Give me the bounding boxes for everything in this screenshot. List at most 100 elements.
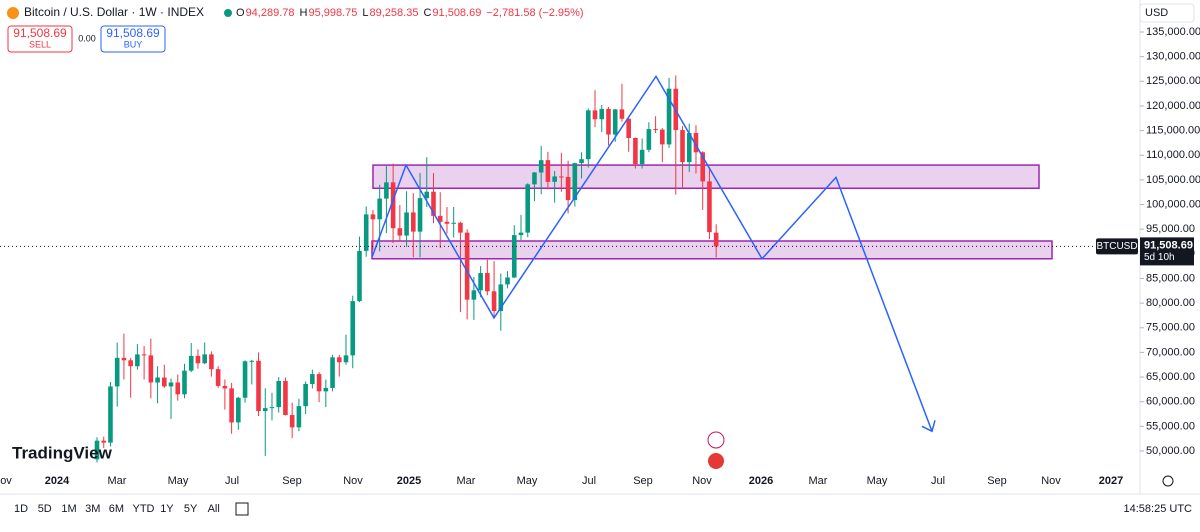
candle-body [458, 222, 463, 233]
candle-body [545, 160, 551, 182]
ohlc-value: 91,508.69 [432, 7, 481, 19]
candle-body [343, 355, 349, 363]
candle-body [155, 377, 160, 383]
sell-price: 91,508.69 [13, 26, 67, 40]
ohlc-value: 95,998.75 [308, 7, 357, 19]
candle-body [485, 273, 490, 292]
currency: USD [1145, 7, 1168, 19]
y-tick-label: 130,000.00 [1146, 51, 1200, 63]
candle-body [94, 440, 100, 460]
zigzag-drawing [371, 74, 933, 432]
candle-body [296, 406, 302, 428]
candle-body [175, 382, 181, 395]
x-tick-label: Mar [809, 475, 828, 487]
candle-body [532, 172, 537, 185]
price-tag-text: 91,508.69 [1144, 239, 1193, 251]
price-zone [371, 240, 1053, 260]
candle-body [316, 374, 322, 392]
ohlc-label: O [236, 7, 245, 19]
y-tick-label: 60,000.00 [1146, 396, 1195, 408]
x-tick-label: Jul [225, 475, 239, 487]
candle-body [390, 182, 396, 229]
range-button[interactable]: 3M [85, 503, 100, 515]
candle-body [202, 354, 207, 364]
range-button[interactable]: 1D [14, 503, 28, 515]
range-button[interactable]: All [208, 503, 220, 515]
range-button[interactable]: 1M [61, 503, 76, 515]
x-tick-label: Jul [582, 475, 596, 487]
y-tick-label: 70,000.00 [1146, 346, 1195, 358]
candle-body [242, 361, 248, 398]
candle-body [276, 381, 282, 408]
ohlc-value: 94,289.78 [246, 7, 295, 19]
change: −2,781.58 (−2.95%) [486, 7, 583, 19]
range-button[interactable]: 5Y [184, 503, 198, 515]
candle-body [693, 133, 699, 153]
candle-body [626, 118, 631, 138]
sell-button[interactable] [7, 25, 73, 53]
candle-body [653, 129, 658, 131]
candle-body [417, 198, 423, 232]
chart-title: Bitcoin / U.S. Dollar · 1W · INDEX [24, 5, 204, 19]
buy-price: 91,508.69 [106, 26, 160, 40]
candle-body [350, 301, 356, 356]
range-button[interactable]: 1Y [160, 503, 174, 515]
candle-body [431, 191, 436, 216]
x-tick-label: 2025 [397, 475, 421, 487]
candle-body [639, 149, 645, 165]
x-tick-label: Sep [633, 475, 653, 487]
y-tick-label: 65,000.00 [1146, 371, 1195, 383]
candle-body [619, 109, 625, 119]
candle-body [384, 182, 389, 199]
ohlc-label: L [362, 7, 368, 19]
sell-label: SELL [29, 39, 51, 49]
candle-body [121, 357, 127, 361]
y-tick-label: 55,000.00 [1146, 420, 1195, 432]
range-button[interactable]: YTD [133, 503, 155, 515]
y-tick-label: 105,000.00 [1146, 174, 1200, 186]
y-tick-label: 85,000.00 [1146, 272, 1195, 284]
y-tick-label: 110,000.00 [1146, 149, 1200, 161]
buy-label: BUY [124, 39, 143, 49]
y-tick-label: 100,000.00 [1146, 198, 1200, 210]
candle-body [269, 407, 275, 409]
candle-body [424, 191, 430, 199]
btc-icon [7, 7, 19, 19]
x-tick-label: Nov [343, 475, 363, 487]
candle-body [511, 235, 517, 278]
buy-button[interactable] [100, 25, 166, 53]
candle-body [559, 176, 564, 178]
y-tick-label: 50,000.00 [1146, 445, 1195, 457]
x-tick-label: May [168, 475, 189, 487]
countdown-text: 5d 10h [1144, 252, 1175, 263]
candle-body [478, 273, 483, 291]
candle-body [114, 357, 120, 387]
symbol-tag [1096, 238, 1138, 255]
event-icon [708, 453, 724, 469]
ohlc-value: 89,258.35 [370, 7, 419, 19]
x-tick-label: 2024 [45, 475, 70, 487]
y-tick-label: 75,000.00 [1146, 322, 1195, 334]
candle-body [323, 387, 329, 392]
settings-icon[interactable] [1162, 475, 1174, 487]
ohlc-label: C [423, 7, 431, 19]
candle-body [283, 381, 288, 416]
x-tick-label: Jul [931, 475, 945, 487]
currency-button[interactable] [1139, 3, 1195, 23]
range-button[interactable]: 6M [109, 503, 124, 515]
spread: 0.00 [78, 33, 96, 43]
candle-body [108, 386, 113, 443]
candle-body [256, 360, 261, 412]
range-button[interactable]: 5D [38, 503, 52, 515]
candle-body [303, 383, 308, 407]
x-tick-label: Nov [692, 475, 712, 487]
candle-body [336, 357, 342, 363]
candle-body [397, 228, 403, 236]
y-tick-label: 125,000.00 [1146, 75, 1200, 87]
date-range-icon[interactable] [235, 502, 249, 516]
symbol-tag-text: BTCUSD [1096, 241, 1137, 252]
candle-body [552, 176, 557, 182]
candle-body [262, 408, 268, 412]
candle-body [498, 284, 504, 312]
